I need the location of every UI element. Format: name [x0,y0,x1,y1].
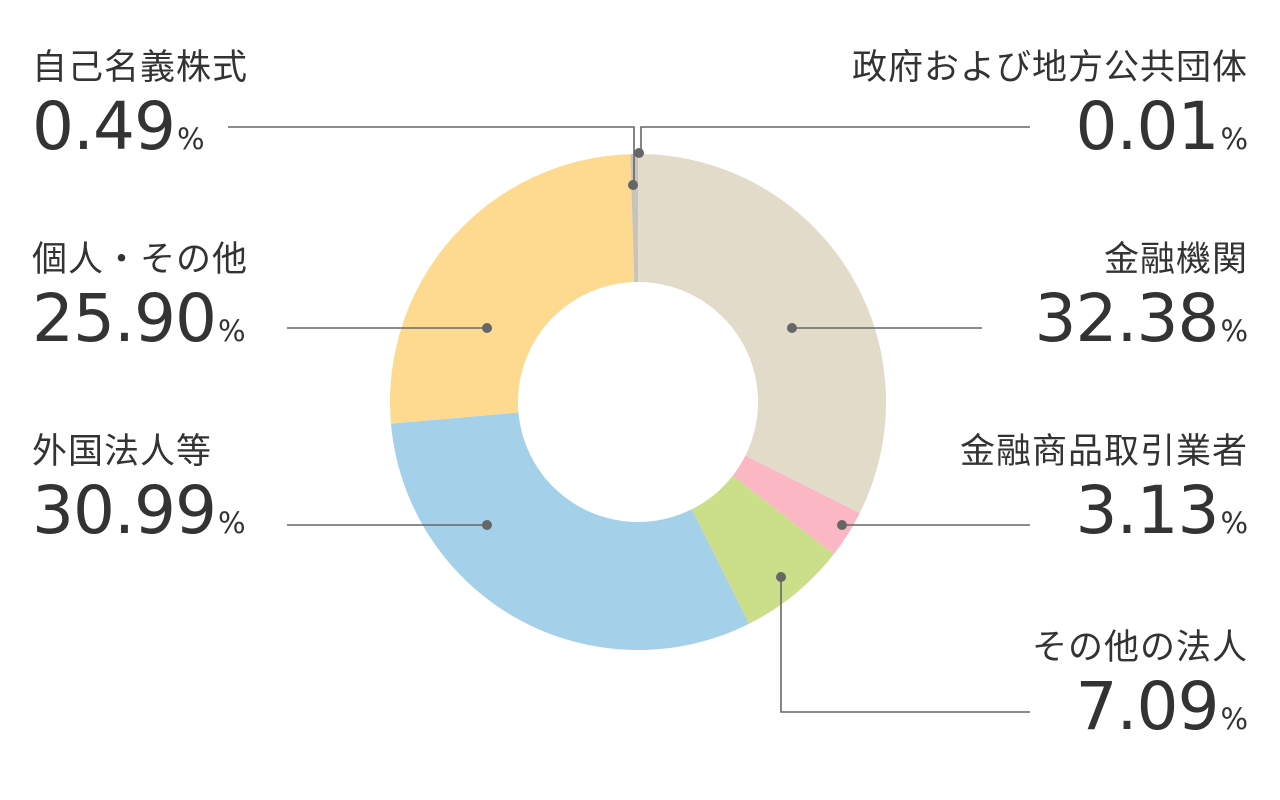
leader-dot-individuals [482,323,492,333]
label-value: 7.09% [1032,670,1248,756]
value-unit: % [1220,506,1248,540]
label-government: 政府および地方公共団体 0.01% [852,48,1248,176]
label-value: 25.90% [32,282,248,368]
slice-individuals [390,154,635,424]
slice-securities-firms [732,455,860,555]
value-number: 7.09 [1075,668,1219,745]
leader-dot-government [634,148,644,158]
slice-foreign-corporations [390,412,750,650]
label-name: 金融機関 [1103,240,1248,280]
leader-dot-foreign-corporations [482,520,492,530]
label-name: 自己名義株式 [32,48,249,88]
label-value: 30.99% [32,474,246,560]
label-own-shares: 自己名義株式 0.49% [32,48,248,176]
label-financial-institutions: 金融機関 32.38% [1034,240,1248,368]
value-number: 0.01 [1075,88,1219,165]
value-unit: % [176,122,205,156]
leader-other-corporations [780,577,1030,713]
label-value: 0.01% [852,90,1248,176]
leader-dot-other-corporations [776,572,786,582]
label-value: 0.49% [32,90,248,176]
value-number: 3.13 [1075,472,1219,549]
leader-dot-own-shares [628,180,638,190]
label-securities-firms: 金融商品取引業者 3.13% [960,432,1248,560]
label-name: 個人・その他 [32,240,249,280]
value-unit: % [217,314,246,348]
leader-own-shares [228,126,635,184]
value-unit: % [1220,702,1248,736]
value-number: 25.90 [32,280,217,357]
slices-group [390,154,886,650]
value-number: 0.49 [32,88,176,165]
label-individuals: 個人・その他 25.90% [32,240,248,368]
label-value: 3.13% [960,474,1248,560]
label-name: 外国法人等 [32,432,213,472]
label-name: その他の法人 [1031,628,1248,668]
leader-government [640,126,1030,152]
leader-dot-securities-firms [837,520,847,530]
leader-dot-financial-institutions [787,323,797,333]
leader-lines-group [228,126,1030,713]
label-value: 32.38% [1034,282,1248,368]
label-foreign-corporations: 外国法人等 30.99% [32,432,246,560]
value-number: 30.99 [32,472,217,549]
label-name: 政府および地方公共団体 [851,48,1248,88]
label-name: 金融商品取引業者 [959,432,1248,472]
value-number: 32.38 [1034,280,1219,357]
slice-other-corporations [691,475,834,624]
label-other-corporations: その他の法人 7.09% [1032,628,1248,756]
value-unit: % [1220,314,1248,348]
slice-financial-institutions [638,154,886,514]
value-unit: % [217,506,246,540]
value-unit: % [1220,122,1248,156]
